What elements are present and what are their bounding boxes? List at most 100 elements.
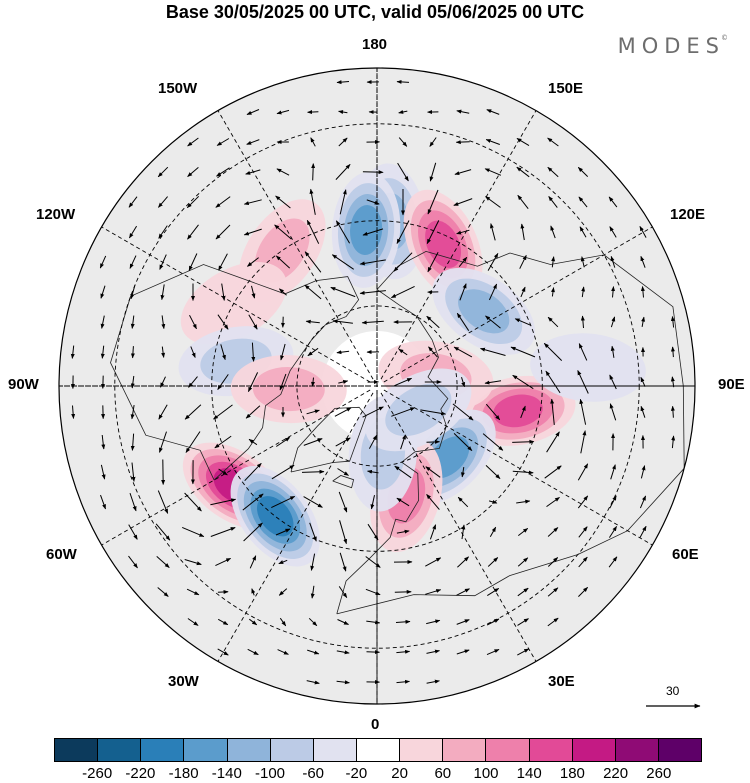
wind-arrow bbox=[251, 342, 256, 362]
wind-arrow bbox=[338, 137, 348, 147]
wind-arrow bbox=[332, 319, 353, 324]
wind-arrow bbox=[457, 496, 469, 508]
wind-arrow bbox=[578, 343, 588, 361]
wind-arrow bbox=[512, 470, 534, 475]
wind-arrow bbox=[517, 528, 529, 536]
wind-arrow bbox=[396, 649, 411, 654]
wind-arrow bbox=[428, 346, 438, 358]
wind-arrow bbox=[368, 434, 378, 449]
wind-arrow bbox=[336, 350, 350, 355]
wind-arrow bbox=[186, 588, 200, 596]
wind-arrow bbox=[426, 220, 440, 245]
colorbar-tick-label: -100 bbox=[254, 765, 286, 782]
wind-arrow bbox=[130, 433, 135, 451]
wind-arrow bbox=[335, 220, 351, 244]
wind-arrow bbox=[670, 316, 675, 328]
wind-arrow bbox=[277, 649, 289, 655]
wind-arrow bbox=[367, 523, 379, 541]
colorbar-tick-label: 180 bbox=[559, 765, 585, 782]
wind-arrow bbox=[517, 648, 530, 656]
wind-arrow bbox=[279, 617, 287, 627]
wind-arrow bbox=[303, 438, 323, 446]
colorbar-tick-label: 60 bbox=[434, 765, 452, 782]
wind-arrow bbox=[159, 254, 167, 270]
wind-arrow bbox=[339, 552, 347, 572]
wind-arrow bbox=[158, 225, 168, 239]
wind-arrow bbox=[335, 437, 351, 447]
wind-arrow bbox=[244, 462, 262, 482]
wind-arrow bbox=[307, 110, 319, 115]
wind-arrow bbox=[336, 650, 350, 655]
wind-arrow bbox=[221, 283, 226, 301]
wind-arrow bbox=[484, 168, 502, 176]
wind-arrow bbox=[130, 285, 136, 300]
colorbar-tick-label: -20 bbox=[345, 765, 368, 782]
wind-arrow bbox=[215, 224, 231, 240]
wind-arrow bbox=[280, 343, 286, 361]
wind-arrow bbox=[157, 587, 169, 597]
wind-arrow bbox=[339, 189, 347, 215]
wind-arrow bbox=[336, 80, 350, 85]
wind-arrow bbox=[453, 346, 473, 358]
positive-anomaly-contour bbox=[252, 367, 325, 412]
wind-arrow bbox=[361, 320, 384, 325]
wind-arrow bbox=[453, 433, 473, 451]
lon-label-180: 180 bbox=[362, 36, 388, 53]
wind-arrow bbox=[217, 618, 229, 626]
wind-arrow bbox=[520, 405, 526, 419]
lon-label-30e: 30E bbox=[548, 673, 575, 690]
wind-arrow bbox=[455, 140, 470, 145]
wind-arrow bbox=[190, 346, 196, 358]
meridian bbox=[383, 226, 653, 383]
wind-arrow bbox=[308, 617, 318, 627]
wind-arrow bbox=[243, 199, 262, 206]
wind-arrow bbox=[393, 252, 413, 272]
wind-arrow bbox=[131, 462, 136, 482]
wind-arrow bbox=[577, 167, 589, 177]
wind-arrow bbox=[548, 196, 558, 208]
wind-arrow bbox=[459, 283, 467, 301]
wind-arrow bbox=[516, 166, 530, 178]
wind-arrow bbox=[577, 495, 589, 509]
colorbar-tick-label: -220 bbox=[125, 765, 156, 782]
wind-arrow bbox=[187, 167, 199, 177]
wind-arrow bbox=[517, 194, 529, 210]
wind-arrow bbox=[247, 257, 259, 267]
wind-arrow bbox=[517, 618, 529, 626]
wind-arrow bbox=[70, 345, 75, 359]
wind-arrow bbox=[461, 377, 466, 388]
wind-arrow bbox=[452, 403, 474, 421]
wind-arrow bbox=[485, 315, 501, 329]
wind-arrow bbox=[400, 434, 406, 450]
wind-arrow bbox=[359, 290, 386, 295]
wind-arrow bbox=[247, 648, 259, 656]
wind-arrow bbox=[486, 109, 500, 115]
wind-arrow bbox=[456, 312, 470, 331]
wind-arrow bbox=[426, 494, 440, 510]
wind-arrow bbox=[609, 403, 617, 421]
wind-arrow bbox=[362, 170, 384, 175]
wind-arrow bbox=[516, 499, 531, 504]
wind-arrow bbox=[425, 589, 442, 595]
wind-arrow bbox=[307, 347, 319, 357]
wind-arrow bbox=[453, 198, 473, 206]
wind-arrow bbox=[337, 468, 349, 476]
wind-arrow bbox=[580, 430, 587, 454]
wind-arrow bbox=[671, 435, 676, 449]
wind-arrow bbox=[311, 377, 315, 387]
wind-arrow bbox=[546, 431, 560, 453]
wind-arrow bbox=[485, 196, 501, 208]
negative-anomaly-contour bbox=[385, 383, 452, 437]
wind-arrow bbox=[480, 347, 506, 356]
colorbar-swatch bbox=[615, 739, 659, 761]
wind-arrow bbox=[101, 434, 106, 450]
wind-arrow bbox=[394, 377, 413, 387]
wind-vectors bbox=[70, 79, 676, 685]
colorbar-swatch bbox=[400, 739, 444, 761]
wind-arrow bbox=[243, 522, 263, 542]
wind-arrow bbox=[305, 319, 320, 324]
wind-arrow bbox=[581, 286, 586, 298]
wind-arrow bbox=[215, 196, 231, 208]
wind-arrow bbox=[309, 188, 316, 215]
polar-map bbox=[58, 67, 701, 709]
